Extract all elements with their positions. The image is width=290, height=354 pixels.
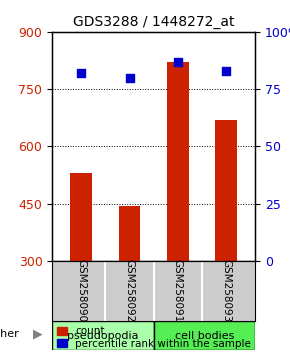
Point <box>127 75 132 80</box>
Point <box>224 68 229 74</box>
Text: GSM258093: GSM258093 <box>221 259 231 322</box>
Bar <box>154 321 255 350</box>
Text: GSM258090: GSM258090 <box>76 259 86 322</box>
Bar <box>52 321 154 350</box>
Text: ▶: ▶ <box>33 327 43 341</box>
Bar <box>215 120 237 261</box>
Bar <box>119 206 140 261</box>
Text: pseudopodia: pseudopodia <box>67 331 139 341</box>
Text: other: other <box>0 329 19 339</box>
Text: GSM258092: GSM258092 <box>124 259 135 322</box>
Text: cell bodies: cell bodies <box>175 331 234 341</box>
Bar <box>167 62 189 261</box>
Title: GDS3288 / 1448272_at: GDS3288 / 1448272_at <box>73 16 234 29</box>
Bar <box>70 173 92 261</box>
Legend: count, percentile rank within the sample: count, percentile rank within the sample <box>57 326 251 349</box>
Point <box>79 70 84 76</box>
Point <box>175 59 180 64</box>
Text: GSM258091: GSM258091 <box>173 259 183 322</box>
